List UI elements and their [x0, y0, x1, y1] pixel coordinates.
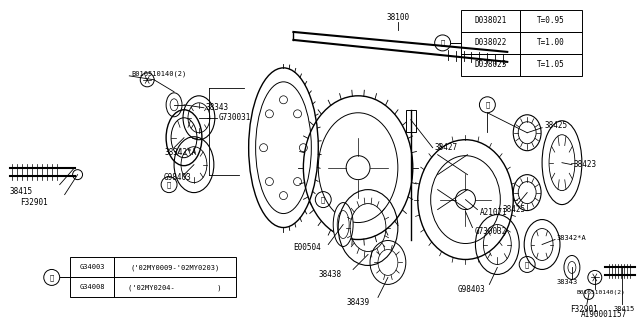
Text: A21071: A21071 [479, 208, 507, 217]
Text: 38415: 38415 [10, 187, 33, 196]
Text: A190001157: A190001157 [580, 310, 627, 319]
Text: ②: ② [525, 261, 529, 268]
Text: ②: ② [49, 274, 54, 281]
Text: 38439: 38439 [346, 298, 369, 307]
Bar [115, 277, 236, 297]
Text: G34008: G34008 [79, 284, 105, 291]
Bar [520, 54, 582, 76]
Bar [406, 110, 416, 132]
Bar [520, 10, 582, 32]
Text: F32901: F32901 [570, 305, 598, 314]
Text: ('02MY0204-          ): ('02MY0204- ) [128, 284, 222, 291]
Text: 38425: 38425 [544, 121, 567, 130]
Text: 38427: 38427 [435, 143, 458, 152]
Text: G730031: G730031 [219, 113, 251, 122]
Bar [70, 277, 115, 297]
Text: E00504: E00504 [293, 243, 321, 252]
Text: G730032: G730032 [474, 227, 507, 236]
Text: 38343: 38343 [557, 279, 579, 285]
Text: 38342*A: 38342*A [557, 235, 587, 241]
Ellipse shape [333, 203, 353, 246]
Text: D038022: D038022 [474, 38, 506, 47]
Text: 38415: 38415 [614, 306, 635, 312]
Text: ①: ① [440, 40, 445, 46]
Text: 38438: 38438 [318, 270, 341, 279]
Text: ('02MY0009-'02MY0203): ('02MY0009-'02MY0203) [131, 264, 220, 271]
Text: ②: ② [167, 181, 172, 188]
Text: T=1.05: T=1.05 [537, 60, 565, 69]
Text: G98403: G98403 [164, 173, 192, 182]
Text: D038023: D038023 [474, 60, 506, 69]
Text: F32901: F32901 [20, 198, 47, 207]
Bar [115, 258, 236, 277]
Bar [461, 32, 520, 54]
Text: 38423: 38423 [574, 160, 597, 169]
Bar [461, 10, 520, 32]
Text: B016510140(2): B016510140(2) [131, 71, 186, 77]
Text: B016510140(2): B016510140(2) [577, 290, 626, 295]
Text: G98403: G98403 [458, 285, 485, 294]
Text: 38343: 38343 [206, 103, 229, 112]
Text: G34003: G34003 [79, 264, 105, 270]
Bar [461, 54, 520, 76]
Text: 38100: 38100 [387, 13, 410, 22]
Text: T=0.95: T=0.95 [537, 16, 565, 26]
Text: T=1.00: T=1.00 [537, 38, 565, 47]
Bar [520, 32, 582, 54]
Text: ②: ② [321, 196, 325, 203]
Bar [70, 258, 115, 277]
Text: 38425: 38425 [502, 205, 525, 214]
Text: 38342*A: 38342*A [164, 148, 196, 157]
Text: ①: ① [485, 101, 490, 108]
Text: D038021: D038021 [474, 16, 506, 26]
